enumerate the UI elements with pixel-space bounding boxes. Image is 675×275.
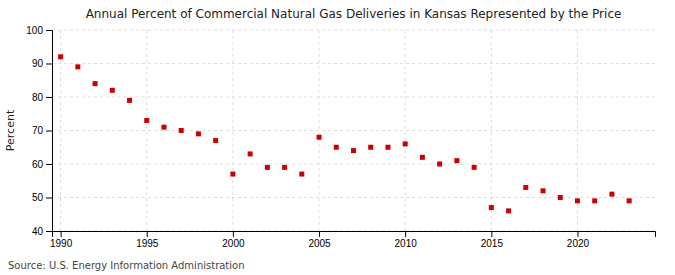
point [523, 185, 528, 190]
axis-line [46, 31, 53, 232]
y-axis-title: Percent [4, 109, 17, 151]
point [558, 195, 563, 200]
tick-mark [577, 231, 578, 237]
tick-label: 1995 [136, 238, 159, 249]
point [627, 198, 632, 203]
tick-mark [46, 131, 52, 132]
point [144, 118, 149, 123]
tick-label: 2000 [222, 238, 245, 249]
point [58, 54, 63, 59]
tick: 70 [32, 125, 52, 136]
tick-label: 40 [32, 226, 44, 237]
point [196, 131, 201, 136]
point [420, 155, 425, 160]
tick: 80 [32, 92, 52, 103]
point [575, 198, 580, 203]
tick-mark [46, 64, 52, 65]
y-axis: 40 50 60 70 80 90 100 [26, 25, 52, 237]
point [93, 81, 98, 86]
tick: 2015 [481, 231, 504, 249]
point [541, 188, 546, 193]
grid-line [491, 30, 492, 231]
axis-line [53, 232, 656, 238]
tick-label: 100 [26, 25, 43, 36]
tick: 2020 [567, 231, 590, 249]
tick-mark [405, 231, 406, 237]
point [317, 135, 322, 140]
point [179, 128, 184, 133]
grid-line [52, 130, 655, 131]
grid-line [60, 30, 61, 231]
tick-label: 80 [32, 92, 44, 103]
tick: 1990 [50, 231, 73, 249]
tick-mark [61, 231, 62, 237]
point [472, 165, 477, 170]
tick-mark [491, 231, 492, 237]
point [282, 165, 287, 170]
tick-mark [46, 231, 52, 232]
tick-mark [319, 231, 320, 237]
tick: 50 [32, 192, 52, 203]
tick: 90 [32, 58, 52, 69]
chart: 1990 1995 2000 2005 2010 2015 2020 40 50 60 70 80 90… [0, 0, 675, 275]
point [403, 141, 408, 146]
tick: 2010 [395, 231, 418, 249]
point [334, 145, 339, 150]
tick-label: 2020 [567, 238, 590, 249]
grid-line [405, 30, 406, 231]
point [248, 151, 253, 156]
point [265, 165, 270, 170]
point [351, 148, 356, 153]
point [385, 145, 390, 150]
point [110, 88, 115, 93]
tick-label: 50 [32, 192, 44, 203]
tick: 1995 [136, 231, 159, 249]
tick: 100 [26, 25, 52, 36]
tick-label: 2005 [308, 238, 331, 249]
grid-line [146, 30, 147, 231]
point [506, 208, 511, 213]
tick-label: 90 [32, 58, 44, 69]
tick-mark [46, 30, 52, 31]
tick: 40 [32, 226, 52, 237]
grid-line [52, 164, 655, 165]
point [230, 172, 235, 177]
point [75, 64, 80, 69]
point [127, 98, 132, 103]
source: Source: U.S. Energy Information Administ… [8, 260, 245, 271]
tick-mark [147, 231, 148, 237]
tick-mark [46, 198, 52, 199]
grid-line [52, 97, 655, 98]
tick: 2000 [222, 231, 245, 249]
tick: 60 [32, 159, 52, 170]
tick-mark [233, 231, 234, 237]
point [437, 162, 442, 167]
point [161, 125, 166, 130]
point [368, 145, 373, 150]
tick-mark [46, 97, 52, 98]
point [299, 172, 304, 177]
point [592, 198, 597, 203]
point [609, 192, 614, 197]
point [454, 158, 459, 163]
grid-line [232, 30, 233, 231]
point [489, 205, 494, 210]
grid-line [52, 63, 655, 64]
tick-label: 60 [32, 159, 44, 170]
grid-line [319, 30, 320, 231]
x-axis: 1990 1995 2000 2005 2010 2015 2020 [50, 231, 656, 249]
tick-label: 2010 [395, 238, 418, 249]
grid-line [52, 30, 655, 31]
tick-label: 2015 [481, 238, 504, 249]
points [58, 54, 632, 213]
plot-area: 1990 1995 2000 2005 2010 2015 2020 40 50 60 70 80 90… [26, 25, 655, 249]
grid [52, 30, 655, 231]
point [213, 138, 218, 143]
tick-label: 70 [32, 125, 44, 136]
title: Annual Percent of Commercial Natural Gas… [86, 7, 622, 21]
tick: 2005 [308, 231, 331, 249]
tick-label: 1990 [50, 238, 73, 249]
grid-line [52, 197, 655, 198]
tick-mark [46, 164, 52, 165]
